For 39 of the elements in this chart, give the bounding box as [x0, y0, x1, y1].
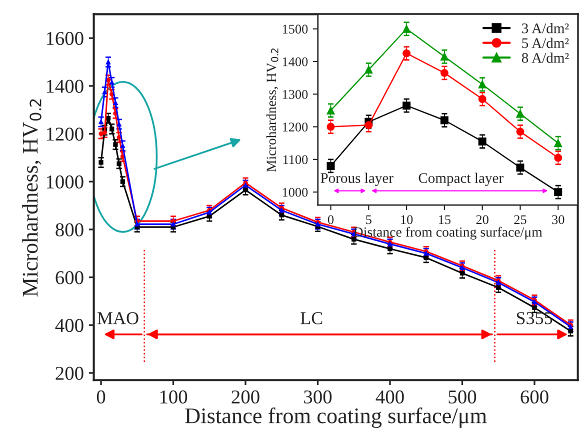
x-tick-label: 600 [520, 390, 548, 404]
x-tick-label: 10 [401, 215, 413, 224]
y-tick-label: 1300 [282, 90, 308, 99]
legend-label: 8 A/dm² [522, 52, 569, 63]
x-tick-label: 400 [376, 390, 404, 404]
x-tick-label: 5 [366, 215, 372, 224]
y-tick-label: 1500 [282, 24, 308, 34]
x-tick-label: 0 [328, 215, 334, 224]
y-tick-label: 1200 [46, 128, 84, 141]
y-tick-label: 1100 [283, 155, 308, 164]
y-tick-label: 1400 [282, 57, 308, 66]
y-axis-title: Microhardness, HV$_{0.2}$ [22, 99, 42, 297]
annotation: Compact layer [418, 172, 504, 186]
x-tick-label: 300 [304, 390, 332, 404]
x-tick-label: 15 [439, 215, 451, 224]
y-tick-label: 200 [56, 366, 84, 380]
x-tick-label: 20 [476, 215, 488, 224]
y-tick-label: 400 [55, 318, 84, 332]
y-tick-label: 1000 [46, 175, 84, 189]
x-tick-label: 200 [232, 390, 260, 404]
annotation: LC [300, 312, 322, 324]
y-tick-label: 1400 [46, 80, 84, 93]
x-tick-label: 500 [448, 390, 476, 404]
y-axis-title: Microhardness, HV$_{0.2}$ [266, 48, 278, 172]
legend-label: 3 A/dm² [522, 23, 569, 34]
x-tick-label: 25 [514, 215, 526, 224]
annotation: Porous layer [320, 172, 394, 186]
x-tick-label: 100 [160, 390, 188, 404]
y-tick-label: 600 [56, 271, 84, 284]
legend-label: 5 A/dm² [522, 38, 569, 48]
y-tick-label: 1000 [282, 188, 308, 197]
x-tick-label: 0 [96, 390, 106, 404]
x-axis-title: Distance from coating surface/μm [185, 407, 487, 428]
annotation: S355 [516, 312, 552, 324]
annotation: MAO [97, 312, 138, 324]
y-tick-label: 800 [56, 223, 84, 236]
x-tick-label: 30 [552, 215, 564, 224]
y-tick-label: 1200 [282, 122, 308, 132]
y-tick-label: 1600 [46, 32, 84, 46]
